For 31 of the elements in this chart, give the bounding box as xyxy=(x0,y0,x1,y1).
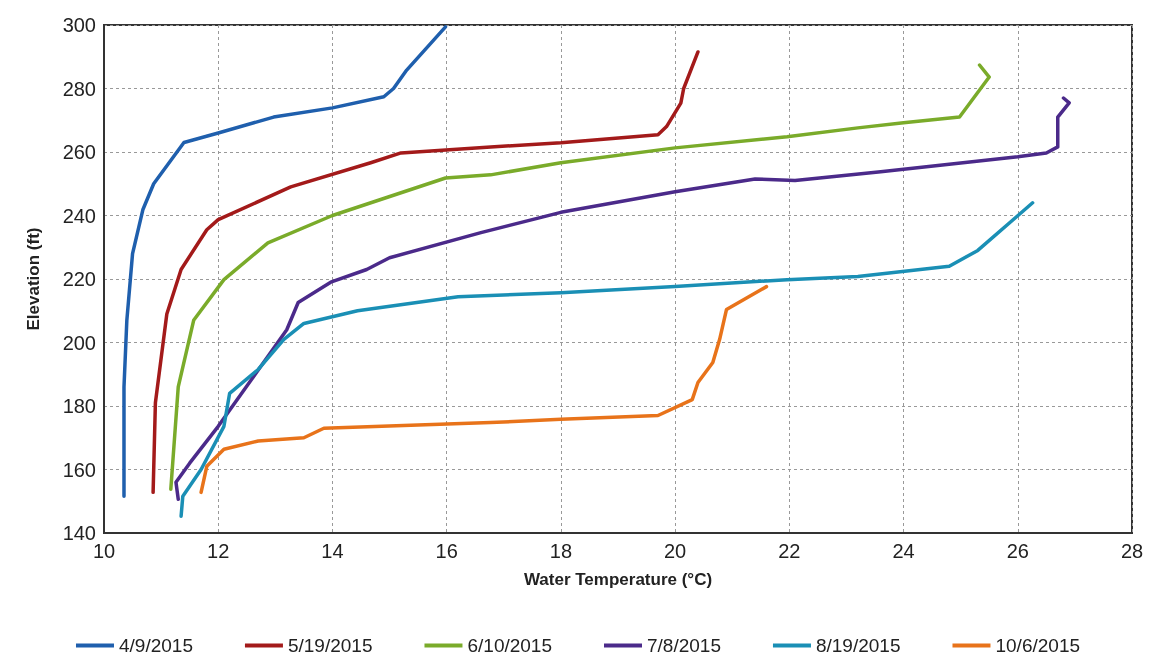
x-tick-label: 12 xyxy=(207,540,230,562)
x-tick-label: 14 xyxy=(321,540,344,562)
legend-label: 7/8/2015 xyxy=(647,635,721,656)
y-tick-label: 200 xyxy=(62,331,96,354)
line-series xyxy=(122,25,448,498)
line-series xyxy=(199,284,769,495)
x-axis-title: Water Temperature (°C) xyxy=(523,570,713,589)
x-tick-label: 28 xyxy=(1120,540,1144,562)
line-series xyxy=(169,63,991,491)
x-tick-label: 24 xyxy=(892,540,915,562)
y-tick-label: 220 xyxy=(62,268,96,290)
x-tick-label: 18 xyxy=(549,540,573,562)
line-series xyxy=(151,50,700,495)
y-tick-label: 280 xyxy=(62,77,96,100)
x-tick-label: 16 xyxy=(435,540,458,562)
legend-label: 6/10/2015 xyxy=(467,635,553,656)
legend-label: 4/9/2015 xyxy=(118,635,193,656)
x-tick-label: 26 xyxy=(1006,540,1029,562)
y-tick-label: 240 xyxy=(62,204,96,227)
legend-label: 8/19/2015 xyxy=(815,635,901,656)
line-series xyxy=(179,201,1035,518)
legend-label: 5/19/2015 xyxy=(287,635,373,656)
y-axis-title: Elevation (ft) xyxy=(24,227,43,331)
y-tick-label: 160 xyxy=(62,458,96,481)
x-tick-label: 22 xyxy=(778,540,801,562)
legend-label: 10/6/2015 xyxy=(995,635,1081,656)
y-tick-label: 260 xyxy=(62,141,96,163)
x-tick-label: 20 xyxy=(663,540,687,562)
y-tick-label: 300 xyxy=(62,14,96,36)
y-tick-label: 180 xyxy=(62,395,96,417)
line-series xyxy=(174,96,1071,502)
